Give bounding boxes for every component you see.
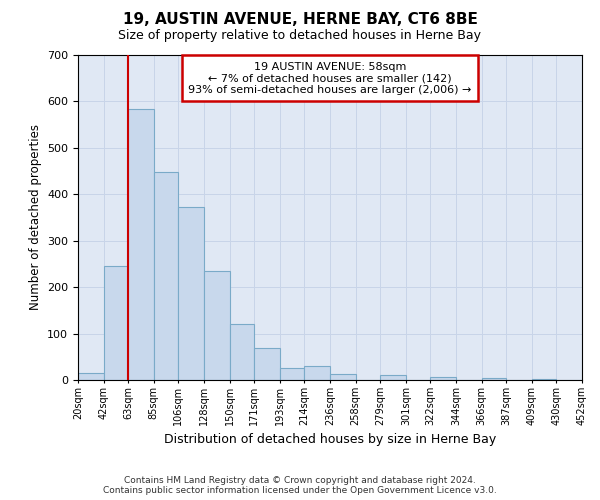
Text: Contains HM Land Registry data © Crown copyright and database right 2024.
Contai: Contains HM Land Registry data © Crown c… — [103, 476, 497, 495]
Bar — [304, 366, 330, 380]
Bar — [230, 324, 254, 380]
Y-axis label: Number of detached properties: Number of detached properties — [29, 124, 41, 310]
Bar — [128, 110, 154, 380]
Bar — [78, 373, 104, 380]
Text: 19, AUSTIN AVENUE, HERNE BAY, CT6 8BE: 19, AUSTIN AVENUE, HERNE BAY, CT6 8BE — [122, 12, 478, 28]
Bar — [204, 271, 230, 380]
Bar — [178, 207, 204, 380]
Text: 19 AUSTIN AVENUE: 58sqm
← 7% of detached houses are smaller (142)
93% of semi-de: 19 AUSTIN AVENUE: 58sqm ← 7% of detached… — [188, 62, 472, 94]
Bar — [280, 368, 304, 380]
Bar — [104, 266, 128, 380]
Bar — [154, 172, 178, 380]
Bar — [532, 378, 556, 380]
Bar — [254, 348, 280, 380]
Bar — [482, 378, 506, 380]
Bar — [430, 377, 456, 380]
Bar — [330, 374, 356, 380]
Bar — [380, 376, 406, 380]
X-axis label: Distribution of detached houses by size in Herne Bay: Distribution of detached houses by size … — [164, 434, 496, 446]
Text: Size of property relative to detached houses in Herne Bay: Size of property relative to detached ho… — [119, 29, 482, 42]
